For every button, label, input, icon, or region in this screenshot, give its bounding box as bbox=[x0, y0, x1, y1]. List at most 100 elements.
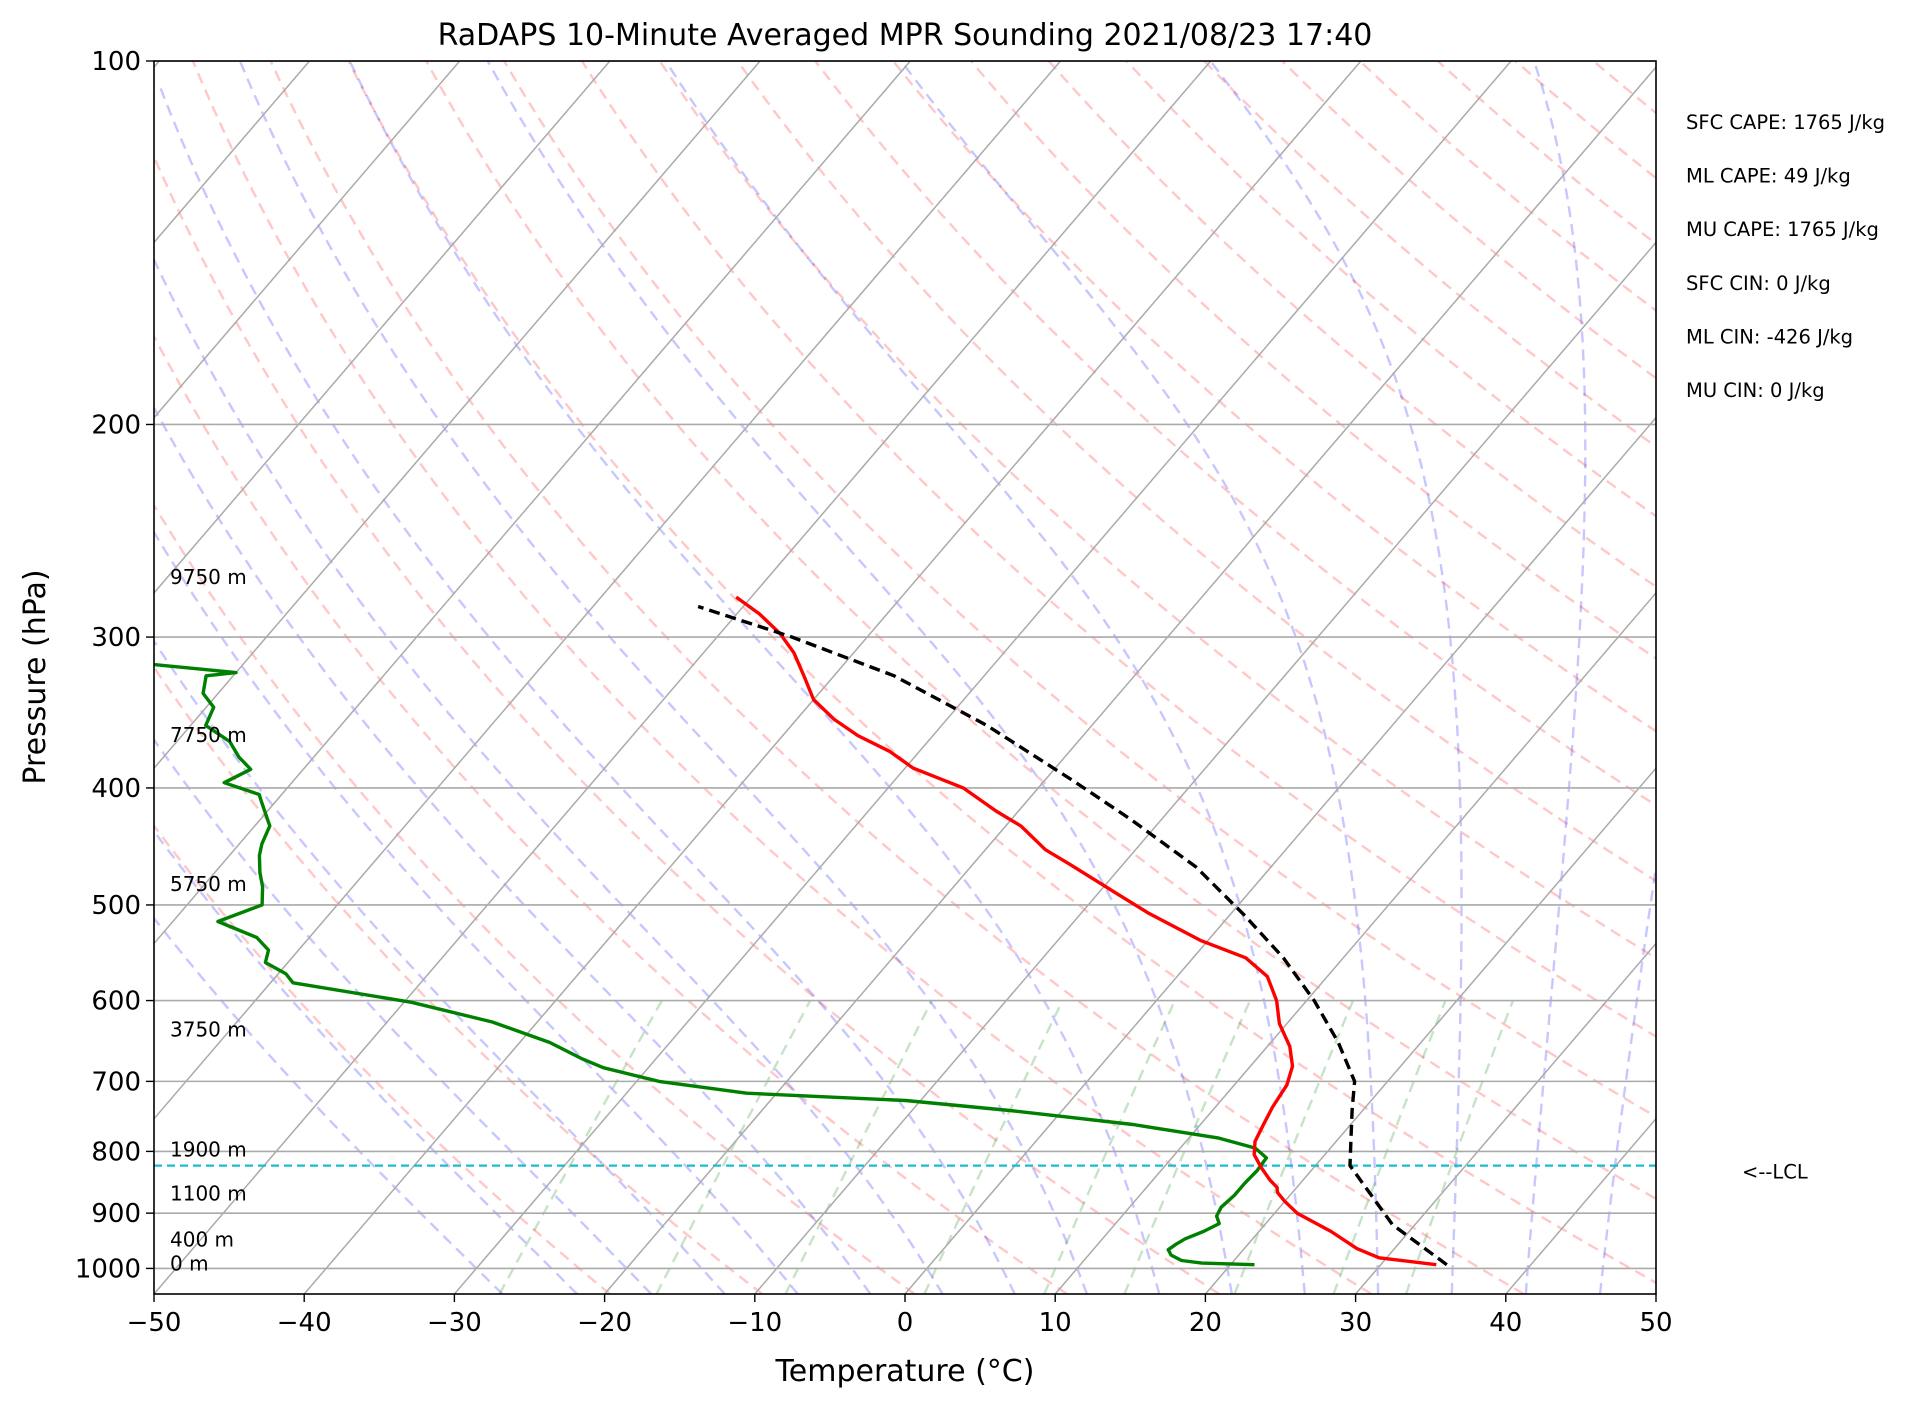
mixing-ratio-line bbox=[784, 1000, 933, 1294]
x-tick-label: 0 bbox=[897, 1308, 914, 1338]
height-label: 3750 m bbox=[170, 1017, 247, 1041]
x-axis-ticks: −50 −40 −30 −20 −10 0 10 20 30 40 50 bbox=[127, 1294, 1673, 1338]
isotherm-line bbox=[154, 61, 911, 945]
dry-adiabat-line bbox=[814, 61, 1656, 807]
isotherm-line bbox=[154, 61, 1062, 1120]
x-tick-label: 20 bbox=[1189, 1308, 1222, 1338]
stat-item: MU CAPE: 1765 J/kg bbox=[1686, 218, 1879, 241]
moist-adiabat-line bbox=[238, 61, 1089, 1294]
y-tick-label: 1000 bbox=[75, 1254, 141, 1284]
dry-adiabat-line bbox=[1749, 61, 1925, 1294]
isotherm-line bbox=[1355, 942, 1656, 1294]
x-tick-label: 40 bbox=[1489, 1308, 1522, 1338]
isotherm-line bbox=[754, 241, 1656, 1294]
moist-adiabat-line bbox=[154, 256, 944, 1294]
moist-adiabat-line bbox=[1899, 61, 1925, 1294]
isotherm-line bbox=[1204, 767, 1656, 1294]
y-tick-label: 900 bbox=[91, 1199, 141, 1229]
dewpoint-series-line bbox=[154, 662, 1269, 1267]
moist-adiabat-line bbox=[154, 829, 578, 1294]
y-tick-label: 700 bbox=[91, 1067, 141, 1097]
dry-adiabat-line bbox=[1047, 61, 1656, 589]
height-label: 5750 m bbox=[170, 872, 247, 896]
mixing-ratio-line bbox=[1233, 1000, 1355, 1294]
y-axis-label: Pressure (hPa) bbox=[18, 569, 53, 784]
x-tick-label: −50 bbox=[127, 1308, 182, 1338]
lcl-label: <--LCL bbox=[1742, 1161, 1808, 1184]
mixing-ratio-line bbox=[923, 1000, 1064, 1294]
height-label: 1100 m bbox=[170, 1181, 247, 1205]
isotherm-line bbox=[1054, 591, 1656, 1294]
stats-panel: SFC CAPE: 1765 J/kg ML CAPE: 49 J/kg MU CA… bbox=[1686, 111, 1885, 402]
stat-item: SFC CIN: 0 J/kg bbox=[1686, 272, 1831, 295]
mixing-ratio-lines bbox=[498, 1000, 1515, 1294]
moist-adiabats bbox=[154, 61, 1925, 1294]
isotherm-line bbox=[303, 61, 1362, 1294]
x-tick-label: −20 bbox=[577, 1308, 632, 1338]
dry-adiabat-line bbox=[425, 61, 1656, 1201]
moist-adiabat-line bbox=[1675, 61, 1917, 1294]
dry-adiabat-line bbox=[191, 61, 1373, 1294]
moist-adiabat-line bbox=[1209, 61, 1463, 1294]
y-tick-label: 300 bbox=[91, 623, 141, 653]
isotherm-line bbox=[154, 61, 611, 595]
mixing-ratio-line bbox=[1123, 1000, 1252, 1294]
dry-adiabat-line bbox=[503, 61, 1656, 1119]
dry-adiabat-line bbox=[1671, 61, 1925, 1294]
isotherm-line bbox=[453, 61, 1512, 1294]
isotherm-line bbox=[154, 61, 1212, 1294]
moist-adiabat-line bbox=[486, 61, 1234, 1294]
moist-adiabat-line bbox=[154, 529, 799, 1294]
x-tick-label: −10 bbox=[727, 1308, 782, 1338]
moist-adiabat-line bbox=[1824, 61, 1925, 1294]
y-tick-label: 400 bbox=[91, 774, 141, 804]
x-tick-label: 10 bbox=[1039, 1308, 1072, 1338]
moist-adiabat-line bbox=[154, 405, 872, 1294]
x-tick-label: −30 bbox=[427, 1308, 482, 1338]
moist-adiabat-line bbox=[1749, 61, 1925, 1294]
dry-adiabat-line bbox=[1203, 61, 1656, 449]
isotherm-gridlines bbox=[0, 61, 1656, 1294]
dry-adiabat-line bbox=[1281, 61, 1656, 380]
height-label: 9750 m bbox=[170, 565, 247, 589]
dry-adiabat-line bbox=[154, 502, 916, 1294]
mixing-ratio-line bbox=[1043, 1000, 1176, 1294]
moist-adiabat-line bbox=[348, 61, 1161, 1294]
isotherm-line bbox=[0, 61, 9, 1294]
x-tick-label: 30 bbox=[1339, 1308, 1372, 1338]
moist-adiabat-line bbox=[154, 737, 653, 1294]
dry-adiabat-line bbox=[1827, 61, 1925, 1294]
dry-adiabat-line bbox=[658, 61, 1656, 960]
y-tick-label: 100 bbox=[91, 47, 141, 77]
height-label: 400 m bbox=[170, 1227, 234, 1251]
dry-adiabat-line bbox=[969, 61, 1656, 660]
dry-adiabat-line bbox=[736, 61, 1656, 883]
height-label: 0 m bbox=[170, 1251, 209, 1275]
moist-adiabat-line bbox=[900, 61, 1380, 1294]
y-axis-ticks: 100 200 300 400 500 600 700 800 900 1000 bbox=[75, 47, 154, 1284]
x-tick-label: −40 bbox=[277, 1308, 332, 1338]
dry-adiabat-line bbox=[1905, 61, 1925, 1294]
moist-adiabat-line bbox=[1598, 858, 1656, 1294]
isotherm-line bbox=[904, 416, 1656, 1294]
x-tick-label: 50 bbox=[1639, 1308, 1672, 1338]
y-tick-label: 200 bbox=[91, 410, 141, 440]
isotherm-line bbox=[604, 66, 1656, 1294]
dry-adiabat-line bbox=[154, 823, 611, 1294]
y-tick-label: 500 bbox=[91, 891, 141, 921]
dry-adiabat-line bbox=[347, 61, 1656, 1285]
dry-adiabat-line bbox=[154, 333, 1068, 1294]
mixing-ratio-line bbox=[655, 1000, 812, 1294]
moist-adiabat-line bbox=[154, 916, 504, 1294]
moist-adiabat-line bbox=[1524, 61, 1587, 1294]
mixing-ratio-line bbox=[1332, 1000, 1447, 1294]
dry-adiabat-line bbox=[154, 665, 764, 1294]
stat-item: ML CIN: -426 J/kg bbox=[1686, 325, 1853, 348]
temperature-series-line bbox=[735, 595, 1437, 1267]
dry-adiabat-line bbox=[892, 61, 1656, 733]
dry-adiabat-line bbox=[154, 154, 1220, 1294]
stat-item: MU CIN: 0 J/kg bbox=[1686, 379, 1825, 402]
isotherm-line bbox=[1655, 1292, 1656, 1294]
